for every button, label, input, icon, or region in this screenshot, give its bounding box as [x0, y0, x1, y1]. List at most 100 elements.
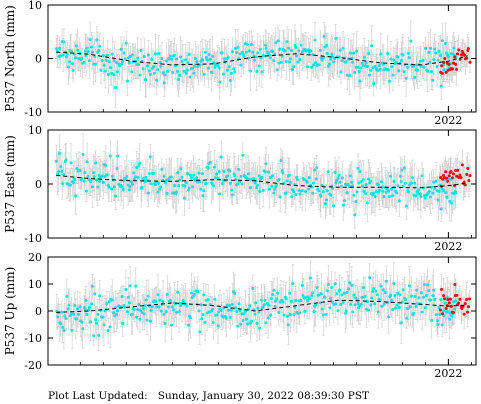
data-point — [359, 180, 363, 184]
data-point — [453, 307, 457, 311]
trend-line — [56, 174, 468, 189]
data-point — [113, 86, 117, 90]
data-point — [136, 56, 140, 60]
data-point — [320, 58, 324, 62]
data-point — [134, 284, 138, 288]
data-point — [404, 298, 408, 302]
data-point — [200, 172, 204, 176]
data-point — [365, 300, 369, 304]
data-point — [60, 169, 64, 173]
data-point — [172, 308, 176, 312]
data-point — [177, 77, 181, 81]
data-point — [261, 305, 265, 309]
data-point — [388, 79, 392, 83]
data-point — [226, 56, 230, 60]
data-point — [408, 305, 412, 309]
data-point — [269, 313, 273, 317]
data-point — [104, 58, 108, 62]
data-point — [68, 183, 72, 187]
data-point — [420, 174, 424, 178]
data-point — [384, 190, 388, 194]
data-point — [447, 55, 451, 59]
data-point — [288, 57, 292, 61]
data-point — [125, 79, 129, 83]
data-point — [424, 46, 428, 50]
data-point — [287, 173, 291, 177]
data-point — [150, 305, 154, 309]
data-point — [124, 177, 128, 181]
data-point — [337, 55, 341, 59]
data-point — [80, 320, 84, 324]
data-point — [406, 307, 410, 311]
data-point — [412, 64, 416, 68]
data-point — [323, 295, 327, 299]
data-point — [404, 76, 408, 80]
data-point — [121, 187, 125, 191]
data-point — [112, 185, 116, 189]
data-point — [325, 189, 329, 193]
data-point — [427, 190, 431, 194]
data-point — [336, 176, 340, 180]
data-point — [438, 54, 442, 58]
data-point — [109, 66, 113, 70]
data-point — [238, 52, 242, 56]
data-point — [169, 175, 173, 179]
data-point — [266, 316, 270, 320]
data-point — [229, 71, 233, 75]
y-tick-label: 10 — [28, 124, 42, 137]
data-point — [427, 50, 431, 54]
data-point — [201, 194, 205, 198]
data-point — [179, 55, 183, 59]
data-point — [270, 184, 274, 188]
data-point — [292, 65, 296, 69]
data-point — [67, 60, 71, 64]
data-point — [208, 57, 212, 61]
data-point — [326, 283, 330, 287]
data-point — [163, 73, 167, 77]
data-point — [406, 190, 410, 194]
data-point — [315, 286, 319, 290]
data-point — [256, 183, 260, 187]
data-point — [383, 291, 387, 295]
data-point — [248, 177, 252, 181]
data-point — [61, 325, 65, 329]
data-point — [454, 299, 458, 303]
recent-data-point — [453, 55, 457, 59]
data-point — [345, 73, 349, 77]
data-point — [401, 288, 405, 292]
data-point — [208, 160, 212, 164]
data-point — [59, 322, 63, 326]
data-point — [450, 201, 454, 205]
data-point — [100, 174, 104, 178]
data-point — [179, 304, 183, 308]
data-point — [92, 171, 96, 175]
data-point — [82, 179, 86, 183]
data-point — [251, 286, 255, 290]
data-point — [389, 174, 393, 178]
data-point — [219, 308, 223, 312]
data-point — [335, 292, 339, 296]
data-point — [439, 297, 443, 301]
data-point — [149, 182, 153, 186]
data-point — [342, 291, 346, 295]
recent-data-point — [451, 310, 455, 314]
data-point — [185, 304, 189, 308]
data-point — [314, 177, 318, 181]
data-point — [204, 298, 208, 302]
error-bars — [55, 133, 472, 229]
data-point — [354, 296, 358, 300]
data-point — [310, 294, 314, 298]
data-point — [326, 170, 330, 174]
data-point — [445, 195, 449, 199]
data-point — [253, 58, 257, 62]
data-point — [176, 171, 180, 175]
data-point — [105, 53, 109, 57]
data-point — [314, 303, 318, 307]
data-point — [437, 189, 441, 193]
data-point — [107, 60, 111, 64]
data-point — [166, 305, 170, 309]
data-point — [379, 284, 383, 288]
data-point — [107, 300, 111, 304]
data-point — [256, 51, 260, 55]
data-point — [296, 60, 300, 64]
